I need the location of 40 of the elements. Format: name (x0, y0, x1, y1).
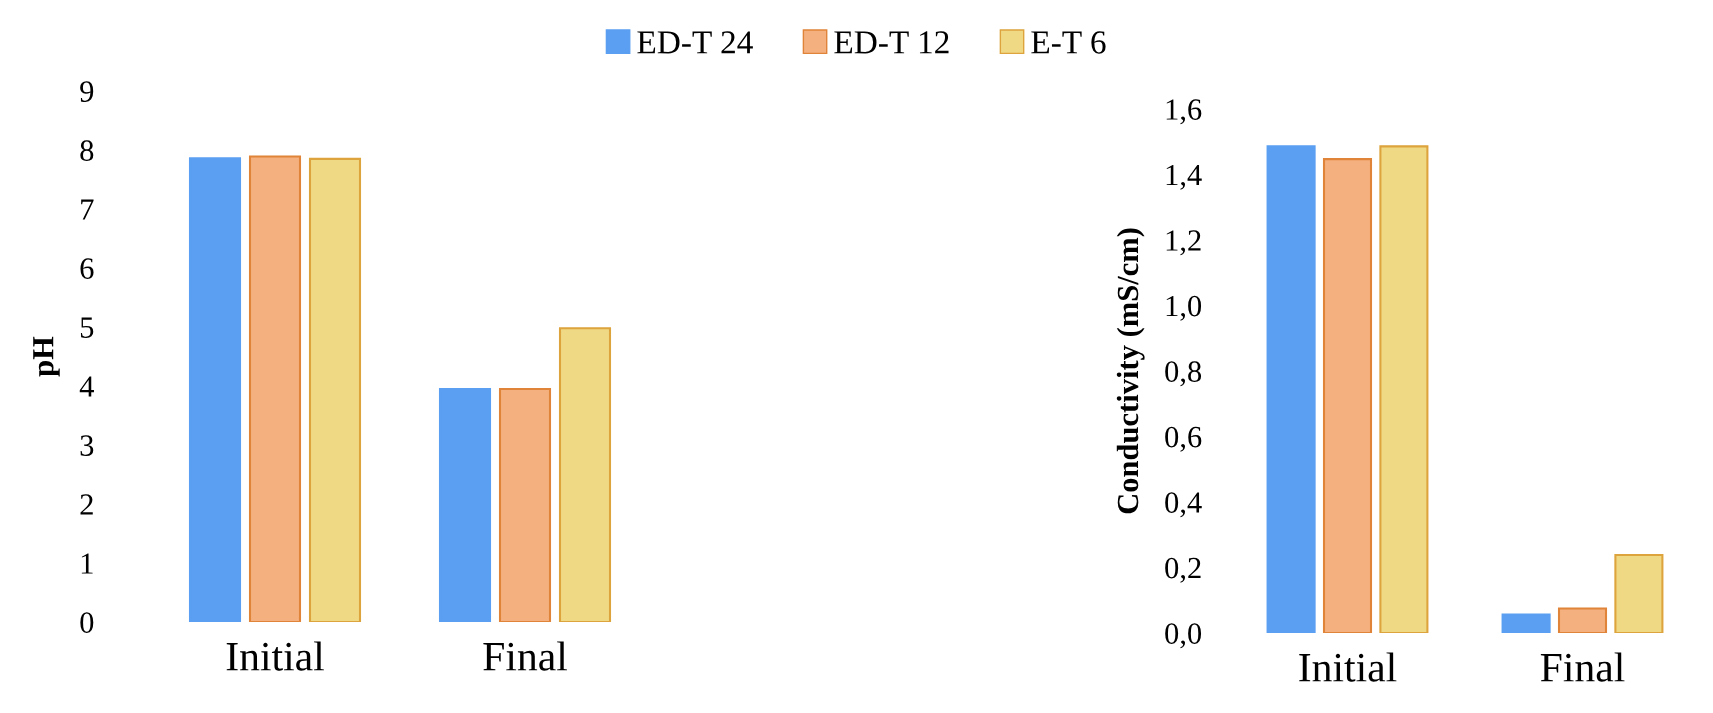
x-tick-label: Initial (1299, 652, 1397, 682)
bar (308, 157, 362, 622)
y-tick-label: 1,4 (1166, 164, 1202, 190)
bar (188, 157, 242, 622)
y-tick-label: 0,2 (1165, 557, 1201, 583)
bar (248, 155, 302, 622)
bar (1557, 607, 1608, 633)
y-tick-label: 5 (80, 317, 94, 338)
y-axis-title: Conductivity (mS/cm) (1116, 228, 1145, 514)
y-tick-label: 0,8 (1165, 361, 1202, 387)
bar (1614, 554, 1664, 633)
x-tick-label: Final (1540, 652, 1625, 682)
bar (1322, 158, 1373, 633)
x-tick-label: Final (483, 641, 567, 671)
y-tick-label: 7 (81, 199, 94, 220)
legend-label: ED-T 24 (637, 31, 753, 54)
y-tick-label: 1,2 (1166, 230, 1201, 256)
y-tick-label: 2 (80, 494, 93, 515)
y-tick-label: 0,4 (1165, 492, 1202, 518)
y-tick-label: 8 (80, 140, 94, 161)
legend-label: ED-T 12 (834, 31, 949, 54)
legend-label: E-T 6 (1031, 31, 1106, 54)
bar (438, 387, 492, 622)
bar (498, 387, 552, 622)
y-tick-label: 1,0 (1166, 295, 1202, 321)
y-tick-label: 6 (80, 258, 94, 279)
x-tick-label: Initial (226, 641, 324, 671)
bar (1266, 145, 1316, 633)
y-axis-title: pH (33, 336, 60, 377)
y-tick-label: 9 (80, 81, 94, 102)
y-tick-label: 0 (80, 612, 94, 633)
y-tick-label: 3 (80, 435, 94, 456)
y-tick-label: 0,6 (1165, 426, 1202, 452)
y-tick-label: 4 (79, 376, 94, 397)
bar (558, 327, 612, 622)
bar (1379, 145, 1429, 633)
bar (1501, 613, 1551, 633)
y-tick-label: 0,0 (1165, 623, 1202, 649)
y-tick-label: 1 (81, 553, 93, 574)
y-tick-label: 1,6 (1166, 99, 1202, 125)
